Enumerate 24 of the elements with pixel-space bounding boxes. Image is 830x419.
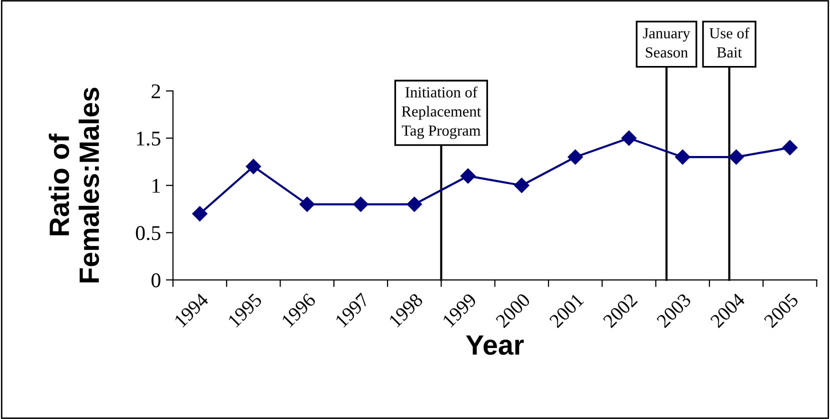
- y-tick-label: 1.5: [136, 132, 160, 146]
- point: [353, 196, 368, 212]
- ref-line-label: January Season: [643, 28, 690, 58]
- y-tick-label: 2: [152, 84, 160, 98]
- ref-line-label: Initiation of Replacement Tag Program: [402, 86, 481, 139]
- point: [246, 158, 262, 174]
- y-tick-label: 1: [152, 178, 160, 193]
- point: [621, 130, 637, 146]
- x-axis-title: Year: [466, 335, 524, 355]
- point: [406, 196, 422, 212]
- y-tick-label: 0: [152, 273, 160, 288]
- point: [300, 196, 315, 212]
- point: [514, 178, 530, 193]
- x-tick-label: 2001: [548, 292, 584, 328]
- point: [568, 149, 583, 165]
- point: [675, 149, 690, 165]
- ref-line-label: Use of Bait: [709, 28, 750, 58]
- y-tick-label: 0.5: [136, 226, 160, 240]
- point: [460, 168, 476, 184]
- point: [728, 149, 744, 165]
- point: [192, 206, 208, 222]
- y-axis-title: Ratio of Females:Males: [48, 88, 100, 282]
- point: [782, 140, 798, 156]
- x-tick-label: 1999: [442, 292, 478, 328]
